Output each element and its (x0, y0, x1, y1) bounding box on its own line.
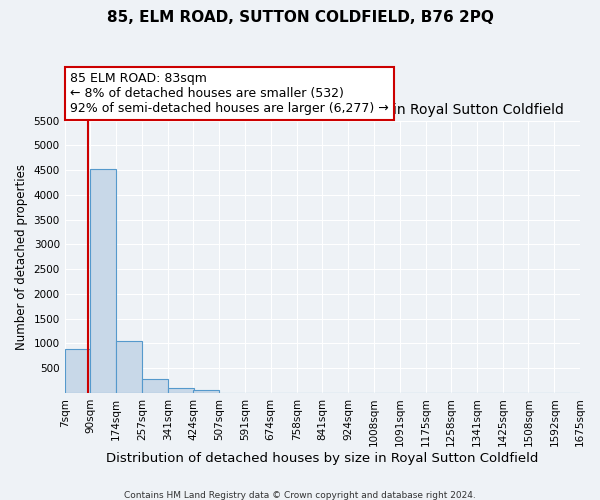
Bar (168, 388, 193, 393)
Bar (65, 350, 91, 393)
Title: Size of property relative to detached houses in Royal Sutton Coldfield: Size of property relative to detached ho… (80, 103, 564, 117)
Text: 85, ELM ROAD, SUTTON COLDFIELD, B76 2PQ: 85, ELM ROAD, SUTTON COLDFIELD, B76 2PQ (107, 10, 493, 25)
Y-axis label: Number of detached properties: Number of detached properties (15, 164, 28, 350)
Bar (193, 390, 219, 393)
Text: Contains HM Land Registry data © Crown copyright and database right 2024.: Contains HM Land Registry data © Crown c… (124, 490, 476, 500)
Bar (142, 379, 168, 393)
Text: 85 ELM ROAD: 83sqm
← 8% of detached houses are smaller (532)
92% of semi-detache: 85 ELM ROAD: 83sqm ← 8% of detached hous… (70, 72, 389, 116)
X-axis label: Distribution of detached houses by size in Royal Sutton Coldfield: Distribution of detached houses by size … (106, 452, 539, 465)
Bar (116, 341, 142, 393)
Bar (91, 168, 116, 393)
